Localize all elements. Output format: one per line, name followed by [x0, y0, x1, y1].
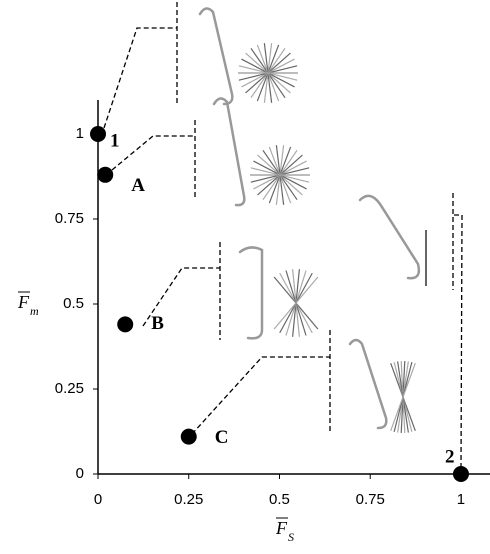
y-tick-label: 1 [76, 125, 84, 142]
hook-shape [348, 338, 388, 430]
point [117, 316, 134, 333]
x-label-sub: S [288, 530, 294, 544]
star-line [273, 276, 319, 330]
leader-line [453, 214, 463, 469]
point-label: C [215, 427, 229, 448]
point [90, 126, 106, 142]
insets [198, 7, 427, 433]
y-tick-label: 0 [76, 465, 84, 482]
leader-line [103, 27, 177, 129]
leader-line [111, 135, 195, 171]
x-tick-label: 0.5 [269, 491, 290, 508]
x-label-base: F [275, 518, 288, 538]
y-tick-label: 0.75 [55, 210, 84, 227]
x-tick-label: 0.75 [356, 491, 385, 508]
leader-line [191, 356, 330, 435]
star-line [390, 362, 416, 432]
hook-shape [198, 7, 234, 106]
x-tick-label: 0 [94, 491, 102, 508]
y-tick-label: 0.5 [63, 295, 84, 312]
star-shapes [238, 43, 416, 433]
point-label: B [151, 313, 164, 334]
y-label-sub: m [30, 304, 39, 318]
x-tick-label: 0.25 [174, 491, 203, 508]
point-label: A [131, 175, 145, 196]
hook-shape [358, 194, 421, 280]
point-label: 1 [110, 130, 120, 151]
x-axis-label: F S [275, 517, 294, 544]
hook-shape [212, 97, 246, 207]
point [452, 466, 469, 482]
leader-lines [103, 2, 463, 469]
point-label: 2 [445, 446, 455, 467]
hook-shape [238, 246, 264, 340]
point [180, 428, 197, 445]
y-label-base: F [17, 292, 30, 312]
y-tick-label: 0.25 [55, 380, 84, 397]
point [97, 166, 114, 183]
y-axis-label: F m [17, 291, 39, 318]
x-tick-label: 1 [457, 491, 465, 508]
